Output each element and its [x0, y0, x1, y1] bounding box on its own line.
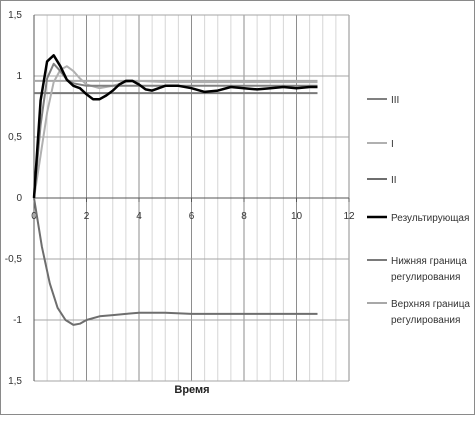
legend-label: Верхняя граница [391, 299, 470, 310]
x-tick-label: 12 [343, 211, 355, 222]
y-tick-label: 1,5 [8, 10, 22, 21]
y-tick-labels: 1,5 1 0,5 0 -0,5 -1 1,5 [5, 10, 23, 387]
x-tick-labels: 0 2 4 6 8 10 12 [31, 211, 355, 222]
y-tick-label: -1 [13, 315, 22, 326]
y-tick-label: 1 [16, 71, 22, 82]
y-tick-label: -0,5 [5, 254, 23, 265]
legend-label: Нижняя граница [391, 256, 467, 267]
series-line-3 [32, 54, 318, 199]
series-line-1 [33, 65, 318, 199]
y-tick-label: 1,5 [8, 376, 22, 387]
legend-label: регулирования [391, 272, 460, 283]
legend-label: регулирования [391, 315, 460, 326]
legend-label: III [391, 95, 399, 106]
series-lines [32, 54, 318, 326]
legend-label: II [391, 175, 397, 186]
y-tick-label: 0,5 [8, 132, 22, 143]
x-tick-label: 10 [291, 211, 303, 222]
x-tick-label: 0 [31, 211, 37, 222]
legend-label: Результирующая [391, 213, 469, 224]
x-tick-label: 2 [84, 211, 90, 222]
x-tick-label: 8 [241, 211, 247, 222]
series-line-2 [33, 197, 318, 326]
x-axis-title: Время [174, 384, 209, 396]
legend-label: I [391, 139, 394, 150]
y-tick-label: 0 [16, 193, 22, 204]
x-tick-label: 6 [189, 211, 195, 222]
series-line-0 [33, 62, 318, 199]
x-tick-label: 4 [136, 211, 142, 222]
